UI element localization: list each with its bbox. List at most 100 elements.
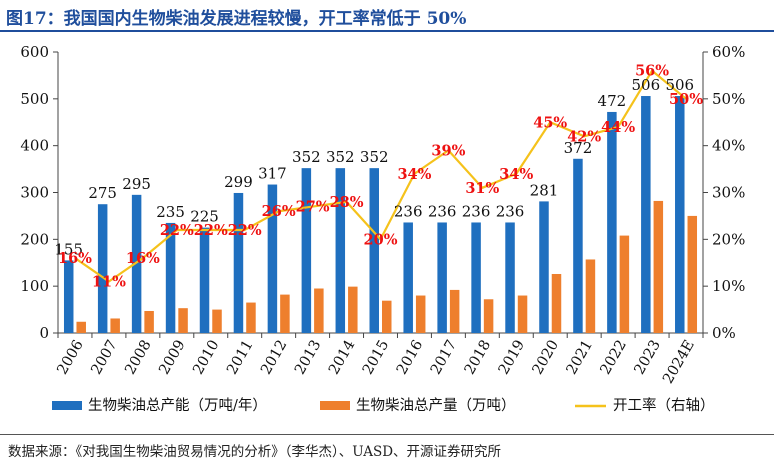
y-left-tick-label: 100 <box>20 277 49 295</box>
capacity-data-label: 236 <box>462 202 491 220</box>
utilization-data-label: 20% <box>364 231 398 248</box>
capacity-bar <box>607 111 617 334</box>
production-bar <box>246 302 256 333</box>
production-bar <box>449 289 460 333</box>
y-left-tick-label: 600 <box>20 43 49 61</box>
utilization-data-label: 22% <box>160 222 194 239</box>
capacity-data-label: 155 <box>54 240 83 258</box>
production-bar <box>144 310 154 333</box>
x-tick-label: 2012 <box>258 338 290 378</box>
utilization-data-label: 16% <box>58 250 92 267</box>
capacity-bar <box>369 168 379 333</box>
capacity-bar <box>63 260 74 333</box>
capacity-bar <box>471 222 481 333</box>
capacity-data-label: 352 <box>360 148 389 166</box>
capacity-bar <box>437 222 447 333</box>
capacity-data-label: 317 <box>258 165 287 183</box>
x-tick-label: 2023 <box>632 338 664 378</box>
title-rule <box>0 30 774 32</box>
production-bar <box>178 308 188 333</box>
capacity-data-label: 295 <box>122 175 151 193</box>
production-bar <box>415 295 426 333</box>
production-bar <box>619 235 630 333</box>
production-bar <box>653 200 664 333</box>
utilization-data-label: 45% <box>533 114 567 131</box>
legend-label-utilization: 开工率（右轴） <box>613 397 715 414</box>
x-tick-label: 2007 <box>88 338 120 378</box>
capacity-data-label: 372 <box>564 139 593 157</box>
x-tick-label: 2008 <box>122 338 154 378</box>
capacity-data-label: 225 <box>190 208 219 226</box>
y-right-tick-label: 10% <box>712 277 745 295</box>
capacity-bar <box>199 227 210 333</box>
capacity-data-label: 236 <box>496 202 525 220</box>
x-tick-label: 2016 <box>394 338 426 378</box>
x-tick-label: 2015 <box>360 338 392 378</box>
production-bar <box>76 321 86 333</box>
capacity-data-label: 506 <box>632 76 661 94</box>
source-rule <box>0 434 774 435</box>
production-bar <box>382 300 392 333</box>
capacity-bar <box>675 96 685 333</box>
capacity-bar <box>403 222 413 333</box>
utilization-series-line <box>74 69 687 283</box>
production-bar <box>110 318 120 333</box>
capacity-data-label: 352 <box>292 148 321 166</box>
x-tick-label: 2013 <box>292 338 324 378</box>
utilization-data-label: 34% <box>397 166 431 183</box>
x-tick-label: 2019 <box>496 338 528 378</box>
y-right-tick-label: 60% <box>712 43 745 61</box>
utilization-data-label: 56% <box>635 63 669 80</box>
legend-swatch-capacity <box>52 401 82 410</box>
y-right-tick-label: 20% <box>712 230 745 248</box>
y-right-tick-label: 30% <box>712 184 745 202</box>
source-note: 数据来源：《对我国生物柴油贸易情况的分析》（李华杰）、UASD、开源证券研究所 <box>8 444 502 460</box>
utilization-data-label: 39% <box>431 142 465 159</box>
utilization-data-label: 27% <box>296 199 330 216</box>
utilization-data-label: 22% <box>228 222 262 239</box>
utilization-data-label: 26% <box>262 203 296 220</box>
y-left-tick-label: 200 <box>20 230 49 248</box>
y-left-tick-label: 0 <box>39 324 49 342</box>
figure-title: 图17：我国国内生物柴油发展进程较慢，开工率常低于 50% <box>6 9 467 29</box>
x-tick-label: 2006 <box>55 338 87 378</box>
capacity-bar <box>267 184 278 333</box>
utilization-data-label: 34% <box>499 166 533 183</box>
capacity-bar <box>233 192 244 333</box>
bars <box>63 96 698 334</box>
utilization-data-label: 22% <box>194 222 228 239</box>
y-left-tick-label: 500 <box>20 90 49 108</box>
capacity-data-label: 352 <box>326 148 355 166</box>
production-bar <box>585 259 596 333</box>
capacity-data-label: 281 <box>530 181 559 199</box>
production-bar <box>348 286 358 333</box>
y-left-tick-label: 300 <box>20 184 49 202</box>
capacity-bar <box>539 201 549 333</box>
x-tick-label: 2009 <box>156 338 188 378</box>
x-tick-label: 2024E <box>660 338 698 387</box>
production-bar <box>551 273 562 333</box>
x-tick-label: 2010 <box>190 338 222 378</box>
legend-swatch-production <box>320 401 350 410</box>
x-tick-label: 2011 <box>224 338 256 378</box>
x-tick-label: 2021 <box>564 338 596 378</box>
legend-label-capacity: 生物柴油总产能（万吨/年） <box>88 397 267 414</box>
legend-label-production: 生物柴油总产量（万吨） <box>356 397 516 414</box>
x-tick-label: 2017 <box>428 338 460 378</box>
utilization-line <box>74 69 687 283</box>
capacity-bar <box>505 222 515 333</box>
x-tick-label: 2018 <box>462 338 494 378</box>
capacity-data-label: 275 <box>88 184 117 202</box>
utilization-data-label: 16% <box>126 250 160 267</box>
x-tick-label: 2022 <box>598 338 630 378</box>
utilization-data-label: 31% <box>465 180 499 197</box>
capacity-bar <box>165 222 176 333</box>
capacity-bar <box>97 204 108 333</box>
y-right-tick-label: 50% <box>712 90 745 108</box>
utilization-data-label: 28% <box>330 194 364 211</box>
production-bar <box>280 294 290 333</box>
capacity-data-label: 472 <box>598 92 627 110</box>
y-right-tick-label: 40% <box>712 137 745 155</box>
data-labels: 155 275 295 235 225 299 317 352 352 352 236 236 236 2… <box>54 63 703 291</box>
utilization-data-label: 11% <box>92 273 126 290</box>
